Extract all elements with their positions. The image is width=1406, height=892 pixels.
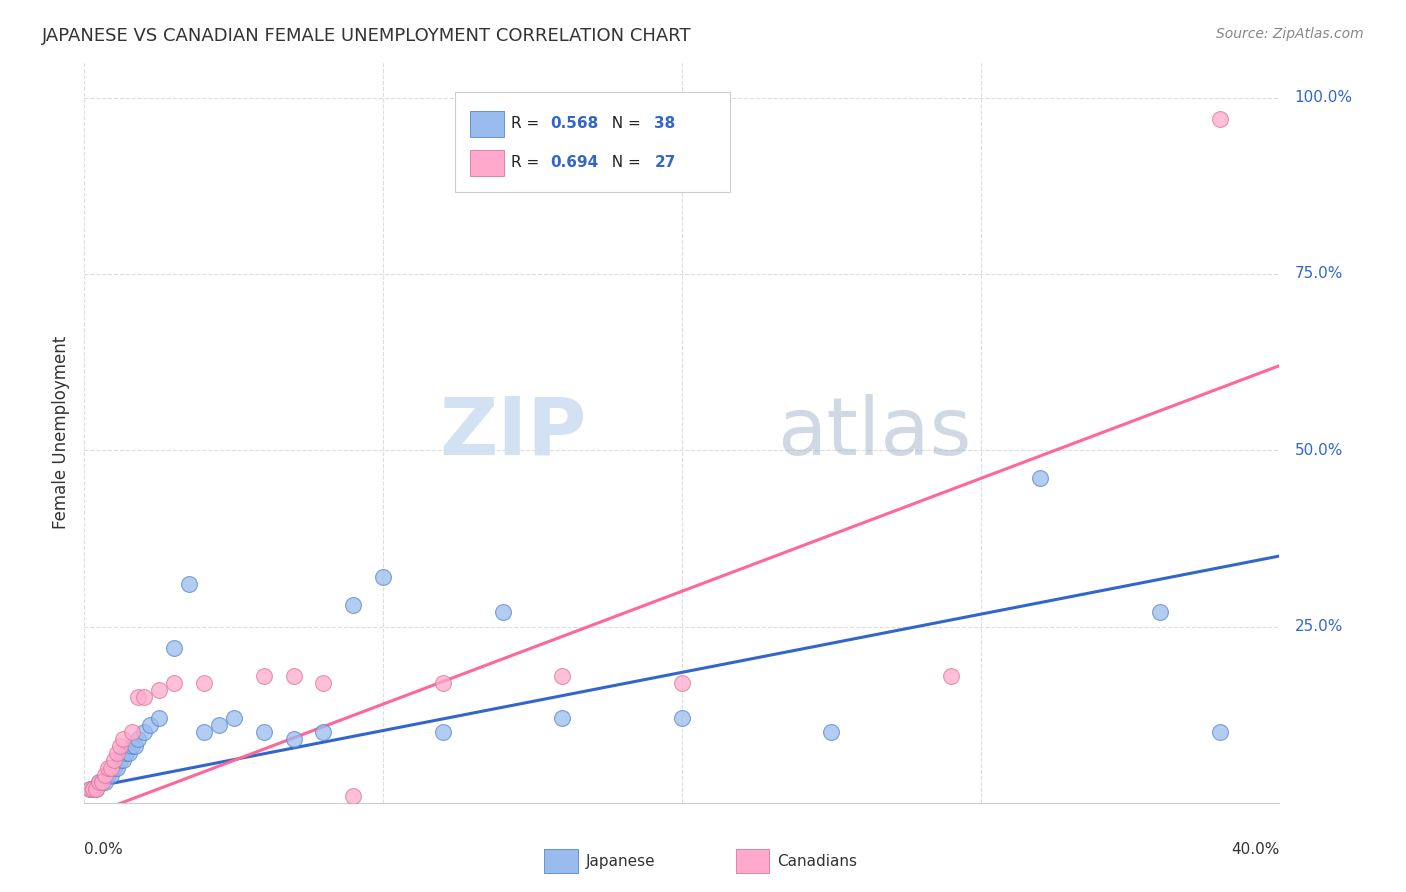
Text: 25.0%: 25.0% — [1295, 619, 1343, 634]
Bar — [471, 112, 503, 137]
Point — [103, 760, 125, 774]
Text: N =: N = — [602, 116, 645, 131]
Point — [89, 774, 111, 789]
Point — [283, 732, 305, 747]
FancyBboxPatch shape — [456, 92, 730, 192]
Point — [124, 739, 146, 754]
Point — [177, 577, 200, 591]
Text: atlas: atlas — [778, 393, 972, 472]
Text: 40.0%: 40.0% — [1232, 841, 1279, 856]
Point — [939, 669, 962, 683]
Point — [193, 725, 215, 739]
Point — [79, 781, 101, 796]
Point — [253, 669, 276, 683]
Y-axis label: Female Unemployment: Female Unemployment — [52, 336, 70, 529]
Point — [551, 711, 574, 725]
Point — [100, 760, 122, 774]
Point — [283, 669, 305, 683]
Point — [1029, 471, 1052, 485]
Point — [118, 747, 141, 761]
Point — [91, 774, 114, 789]
Text: R =: R = — [510, 116, 544, 131]
Point — [671, 676, 693, 690]
Point — [1149, 606, 1171, 620]
Text: ZIP: ZIP — [439, 393, 586, 472]
Text: 27: 27 — [654, 155, 676, 169]
Point — [112, 732, 135, 747]
Point — [342, 599, 364, 613]
Text: Japanese: Japanese — [586, 854, 657, 869]
Text: JAPANESE VS CANADIAN FEMALE UNEMPLOYMENT CORRELATION CHART: JAPANESE VS CANADIAN FEMALE UNEMPLOYMENT… — [42, 27, 692, 45]
Point — [551, 669, 574, 683]
Point — [1209, 112, 1232, 126]
Point — [253, 725, 276, 739]
Text: Source: ZipAtlas.com: Source: ZipAtlas.com — [1216, 27, 1364, 41]
Point — [100, 767, 122, 781]
Point — [82, 781, 104, 796]
Text: R =: R = — [510, 155, 544, 169]
Bar — [471, 150, 503, 176]
Point — [115, 747, 138, 761]
Point — [105, 760, 128, 774]
Bar — [544, 849, 578, 873]
Point — [105, 747, 128, 761]
Point — [103, 754, 125, 768]
Point — [94, 774, 117, 789]
Text: 0.0%: 0.0% — [84, 841, 124, 856]
Point — [432, 725, 454, 739]
Point — [312, 725, 335, 739]
Point — [121, 739, 143, 754]
Text: 0.694: 0.694 — [551, 155, 599, 169]
Point — [820, 725, 842, 739]
Point — [86, 781, 108, 796]
Text: 38: 38 — [654, 116, 676, 131]
Point — [139, 718, 162, 732]
Text: 75.0%: 75.0% — [1295, 267, 1343, 282]
Point — [132, 725, 156, 739]
Point — [86, 781, 108, 796]
Point — [112, 754, 135, 768]
Point — [132, 690, 156, 704]
Point — [342, 789, 364, 803]
Point — [121, 725, 143, 739]
Bar — [735, 849, 769, 873]
Point — [110, 739, 132, 754]
Point — [193, 676, 215, 690]
Point — [97, 760, 120, 774]
Point — [127, 690, 149, 704]
Point — [82, 781, 104, 796]
Text: 0.568: 0.568 — [551, 116, 599, 131]
Point — [208, 718, 231, 732]
Point — [163, 676, 186, 690]
Point — [79, 781, 101, 796]
Point — [94, 767, 117, 781]
Point — [148, 711, 170, 725]
Point — [373, 570, 395, 584]
Point — [312, 676, 335, 690]
Text: N =: N = — [602, 155, 645, 169]
Point — [97, 767, 120, 781]
Point — [91, 774, 114, 789]
Point — [432, 676, 454, 690]
Point — [148, 683, 170, 698]
Point — [127, 732, 149, 747]
Text: 50.0%: 50.0% — [1295, 442, 1343, 458]
Point — [89, 774, 111, 789]
Point — [671, 711, 693, 725]
Point — [163, 640, 186, 655]
Point — [492, 606, 515, 620]
Text: Canadians: Canadians — [778, 854, 858, 869]
Point — [110, 754, 132, 768]
Text: 100.0%: 100.0% — [1295, 90, 1353, 105]
Point — [1209, 725, 1232, 739]
Point — [222, 711, 245, 725]
